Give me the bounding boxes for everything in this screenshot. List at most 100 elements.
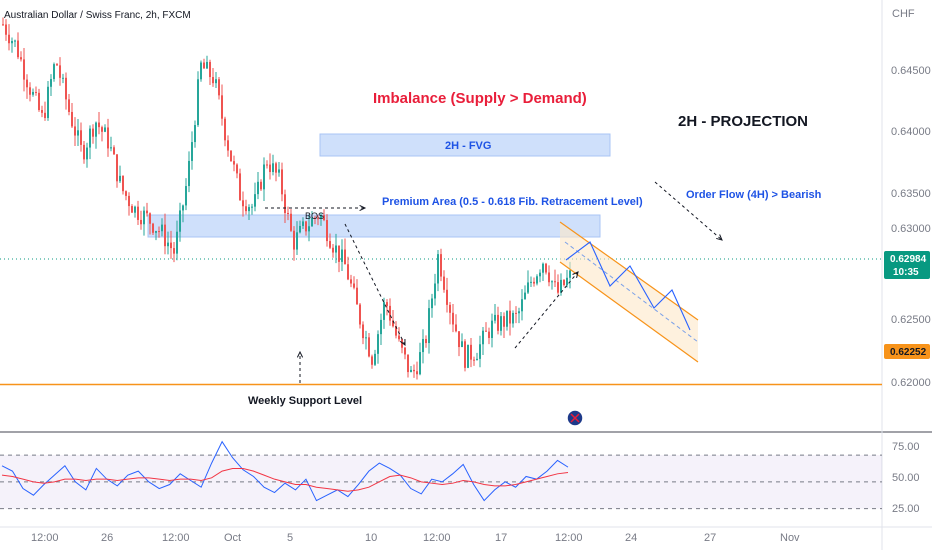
candle xyxy=(71,102,73,129)
candle xyxy=(371,354,373,369)
candle xyxy=(422,329,424,364)
candle xyxy=(446,277,448,313)
candle xyxy=(233,155,235,172)
candle xyxy=(185,178,187,211)
candle xyxy=(503,312,505,338)
arrow-head xyxy=(572,271,579,278)
candle xyxy=(194,120,196,148)
candle xyxy=(368,333,370,358)
candle xyxy=(254,182,256,212)
candle xyxy=(113,145,115,155)
rsi-pane xyxy=(0,440,882,510)
candle xyxy=(92,124,94,144)
candle xyxy=(437,249,439,292)
price-tick: 0.62000 xyxy=(891,377,931,389)
candle xyxy=(89,125,91,160)
candle xyxy=(467,344,469,369)
candle xyxy=(62,73,64,84)
candle xyxy=(539,269,541,283)
fvg-zone xyxy=(319,133,611,157)
candle xyxy=(80,122,82,152)
candle xyxy=(140,210,142,230)
candle xyxy=(125,190,127,201)
rsi-level-tick: 50.00 xyxy=(892,472,920,484)
candle xyxy=(425,335,427,348)
time-tick: 12:00 xyxy=(555,532,583,544)
candle xyxy=(161,218,163,237)
candle xyxy=(416,361,418,380)
candle xyxy=(41,105,43,118)
candle xyxy=(338,245,340,273)
candle xyxy=(293,226,295,261)
candle xyxy=(119,165,121,184)
candle xyxy=(47,81,49,121)
rsi-ma-line xyxy=(1,467,569,492)
candle xyxy=(269,153,271,180)
candle xyxy=(155,230,157,241)
time-tick: 26 xyxy=(101,532,113,544)
candle xyxy=(392,310,394,328)
candle xyxy=(272,154,274,176)
candle xyxy=(542,262,544,282)
dashed-arrow xyxy=(514,271,579,349)
candle xyxy=(257,172,259,200)
candle xyxy=(500,311,502,336)
candle xyxy=(551,280,553,290)
time-tick: 12:00 xyxy=(31,532,59,544)
current-price-tag: 0.62984 10:35 xyxy=(884,251,930,279)
candle xyxy=(107,118,109,157)
candle xyxy=(200,60,202,82)
arrow-head xyxy=(399,338,406,347)
price-tick: 0.63000 xyxy=(891,223,931,235)
support-price-tag: 0.62252 xyxy=(884,344,930,359)
candle xyxy=(347,256,349,281)
candle xyxy=(482,327,484,355)
candle xyxy=(281,162,283,202)
candle xyxy=(431,293,433,318)
candle xyxy=(563,279,565,287)
time-tick: 12:00 xyxy=(423,532,451,544)
time-tick: 12:00 xyxy=(162,532,190,544)
bos-label: BOS xyxy=(305,211,324,221)
premium-area-label: Premium Area (0.5 - 0.618 Fib. Retraceme… xyxy=(382,196,643,208)
candle xyxy=(98,111,100,135)
price-axis[interactable]: 0.64500 0.64000 0.63500 0.63000 0.62500 … xyxy=(891,65,931,389)
candle xyxy=(56,63,58,66)
candle xyxy=(14,39,16,48)
candle xyxy=(401,337,403,354)
candle xyxy=(266,160,268,169)
candle xyxy=(404,346,406,360)
candle xyxy=(146,202,148,217)
rsi-axis: 75.00 50.00 25.00 xyxy=(892,441,920,515)
candle xyxy=(290,209,292,232)
order-flow-label: Order Flow (4H) > Bearish xyxy=(686,189,822,201)
candle xyxy=(350,274,352,288)
candle xyxy=(527,270,529,294)
support-price-value: 0.62252 xyxy=(890,347,927,358)
candles-layer xyxy=(2,17,571,380)
candle xyxy=(323,209,325,222)
dashed-arrow xyxy=(344,223,406,346)
fvg-label: 2H - FVG xyxy=(445,140,491,152)
overlays-layer xyxy=(265,181,723,383)
candle xyxy=(512,310,514,328)
candle xyxy=(101,125,103,142)
candle xyxy=(530,276,532,288)
time-axis[interactable]: 12:00 26 12:00 Oct 5 10 12:00 17 12:00 2… xyxy=(31,532,800,544)
candle xyxy=(95,121,97,149)
candle xyxy=(170,230,172,259)
candle xyxy=(251,203,253,215)
australia-flag-icon[interactable] xyxy=(566,409,584,427)
candle xyxy=(8,24,10,51)
candle xyxy=(131,204,133,213)
candle xyxy=(452,304,454,333)
candle xyxy=(335,233,337,264)
candle xyxy=(191,131,193,170)
candle xyxy=(332,244,334,258)
candle xyxy=(317,215,319,226)
candle xyxy=(215,71,217,88)
candle xyxy=(245,199,247,215)
candle xyxy=(380,313,382,345)
candle xyxy=(554,269,556,288)
candle xyxy=(488,327,490,345)
